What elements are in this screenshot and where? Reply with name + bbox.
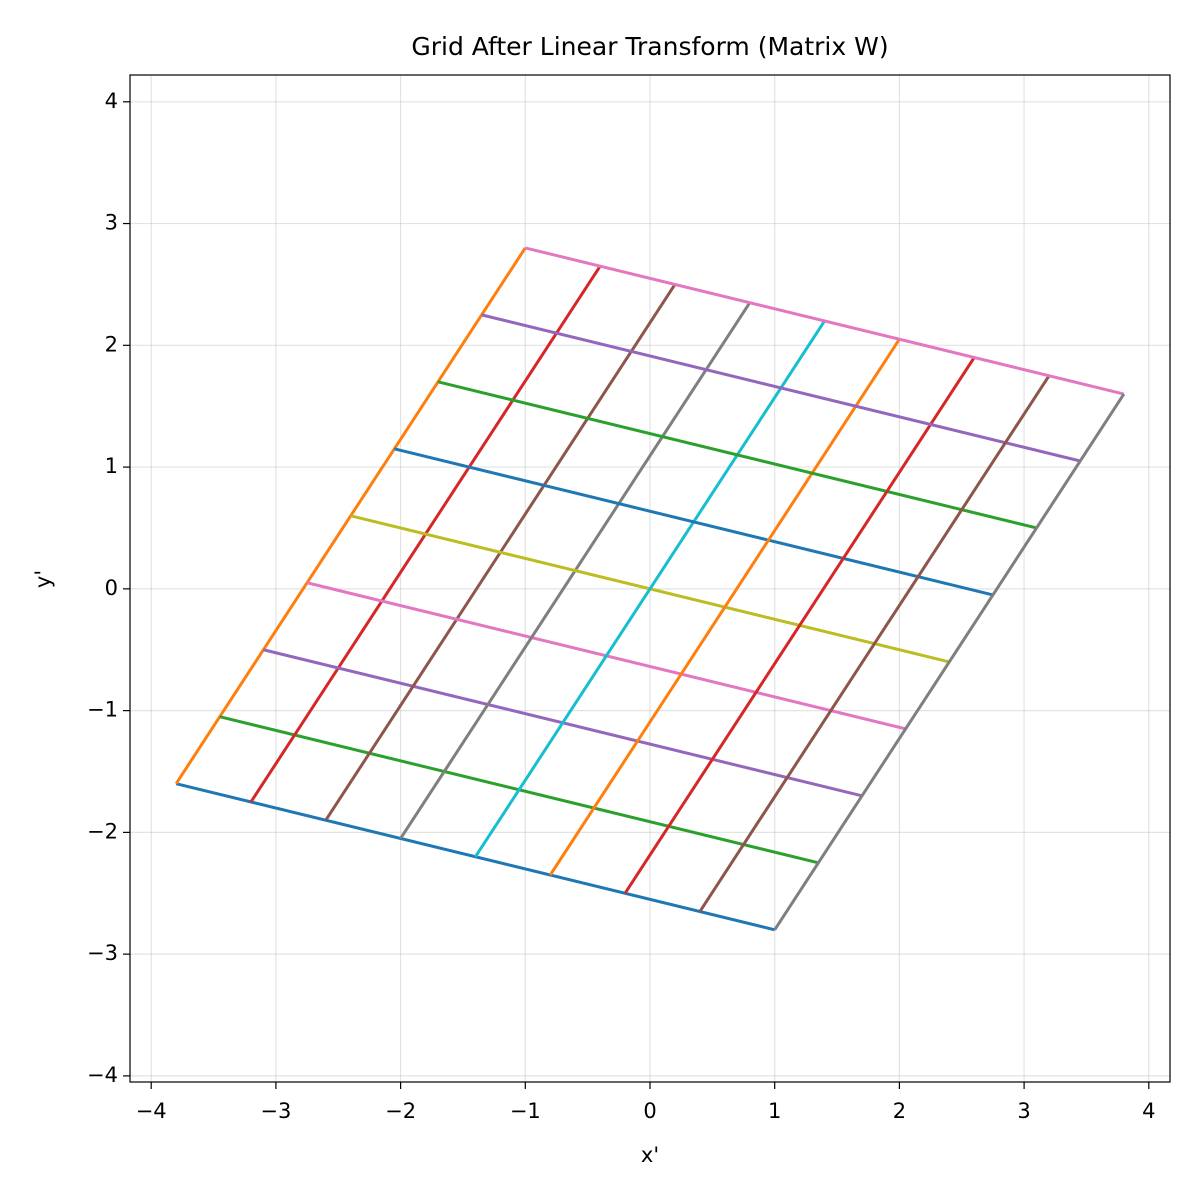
x-tick-label: 2 <box>893 1099 906 1123</box>
y-tick-label: −2 <box>87 819 118 843</box>
x-tick-label: −3 <box>260 1099 291 1123</box>
grid-line-transformed <box>548 338 901 876</box>
y-tick-label: 0 <box>105 576 118 600</box>
grid-line-transformed <box>773 393 1126 931</box>
x-tick-label: −1 <box>510 1099 541 1123</box>
chart-title: Grid After Linear Transform (Matrix W) <box>411 32 888 61</box>
grid-line-transformed <box>175 782 776 932</box>
y-tick-label: 3 <box>105 211 118 235</box>
y-tick-label: 4 <box>105 89 118 113</box>
y-tick-label: 1 <box>105 454 118 478</box>
y-axis-label: y' <box>31 570 55 588</box>
x-tick-label: 3 <box>1017 1099 1030 1123</box>
x-tick-label: −2 <box>385 1099 416 1123</box>
plot-frame <box>129 74 1171 1083</box>
grid-line-transformed <box>698 374 1051 913</box>
y-tick-label: −4 <box>87 1063 118 1087</box>
grid-line-transformed <box>524 246 1125 396</box>
x-axis-label: x' <box>641 1143 659 1167</box>
x-tick-label: −4 <box>136 1099 167 1123</box>
x-tick-label: 0 <box>643 1099 656 1123</box>
x-tick-label: 4 <box>1142 1099 1155 1123</box>
grid-line-transformed <box>394 447 994 597</box>
y-tick-label: −1 <box>87 698 118 722</box>
grid-line-transformed <box>481 313 1081 463</box>
grid-line-transformed <box>474 320 826 858</box>
x-tick-label: 1 <box>768 1099 781 1123</box>
y-tick-label: 2 <box>105 332 118 356</box>
y-tick-label: −3 <box>87 941 118 965</box>
grid-line-transformed <box>623 356 976 895</box>
grid-line-transformed <box>437 380 1037 530</box>
